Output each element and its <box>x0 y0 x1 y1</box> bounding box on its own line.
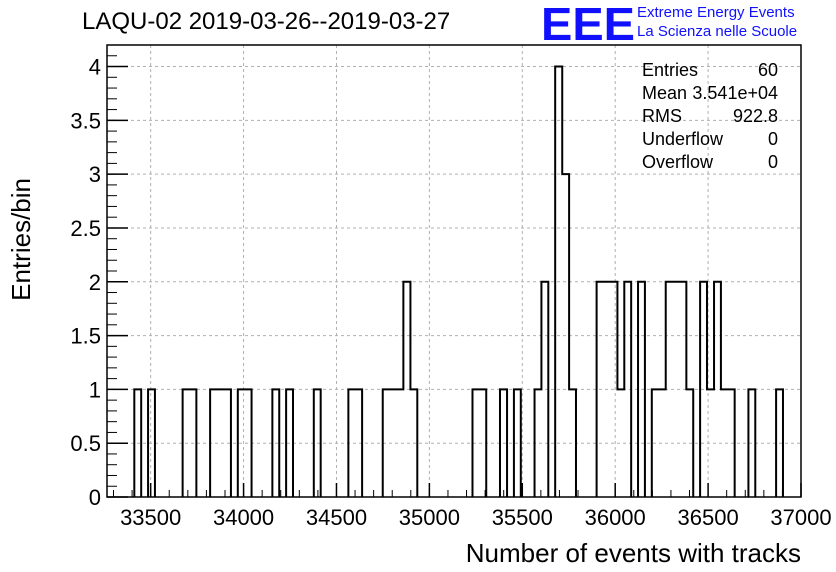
y-tick-label: 4 <box>89 55 101 80</box>
histogram-bin <box>500 389 507 497</box>
stat-underflow-value: 0 <box>767 129 778 149</box>
x-axis-label: Number of events with tracks <box>466 538 801 568</box>
histogram-bin <box>569 389 576 497</box>
y-tick-label: 0 <box>89 485 101 510</box>
histogram-bin <box>686 389 693 497</box>
stat-mean: Mean 3.541e+04 <box>642 83 778 106</box>
x-tick-label: 37000 <box>770 505 831 530</box>
histogram-bin <box>314 389 321 497</box>
stat-underflow: Underflow 0 <box>642 129 778 152</box>
histogram-bin <box>700 282 707 497</box>
histogram-bin <box>410 389 417 497</box>
histogram-bin <box>472 389 486 497</box>
y-tick-label: 1 <box>89 377 101 402</box>
chart-title: LAQU-02 2019-03-26--2019-03-27 <box>82 8 451 35</box>
stat-mean-value: 3.541e+04 <box>692 83 778 103</box>
histogram-bin <box>348 389 362 497</box>
x-tick-label: 36000 <box>585 505 646 530</box>
histogram-bin <box>721 389 735 497</box>
stat-overflow-label: Overflow <box>642 152 714 172</box>
histogram-bin <box>183 389 197 497</box>
y-tick-label: 1.5 <box>70 324 101 349</box>
logo-line-1: Extreme Energy Events <box>637 4 795 21</box>
y-tick-label: 2.5 <box>70 216 101 241</box>
histogram-bin <box>134 389 141 497</box>
stat-mean-label: Mean <box>642 83 688 103</box>
stat-overflow: Overflow 0 <box>642 152 778 175</box>
histogram-bin <box>638 282 645 497</box>
y-tick-label: 2 <box>89 270 101 295</box>
histogram-bin <box>776 389 783 497</box>
eee-logo: EEE <box>541 0 635 44</box>
stat-entries-value: 60 <box>757 60 778 80</box>
stat-underflow-label: Underflow <box>642 129 724 149</box>
stat-overflow-value: 0 <box>767 152 778 172</box>
stat-rms-label: RMS <box>642 106 682 126</box>
histogram-bin <box>624 282 631 497</box>
stat-rms: RMS 922.8 <box>642 106 778 129</box>
histogram-bin <box>666 282 687 497</box>
x-tick-label: 34000 <box>213 505 274 530</box>
histogram-bin <box>535 389 542 497</box>
histogram-bin <box>286 389 293 497</box>
histogram-bin <box>748 389 755 497</box>
histogram-bin <box>383 389 404 497</box>
y-tick-label: 0.5 <box>70 431 101 456</box>
histogram-bin <box>617 389 624 497</box>
y-tick-label: 3 <box>89 162 101 187</box>
histogram-outline <box>133 65 784 497</box>
histogram-bin <box>562 174 569 497</box>
logo-line-2: La Scienza nelle Scuole <box>637 23 798 40</box>
histogram-bin <box>707 389 714 497</box>
histogram-bin <box>148 389 155 497</box>
x-tick-label: 35000 <box>399 505 460 530</box>
y-axis-label: Entries/bin <box>6 178 36 301</box>
stats-box: Entries 60 Mean 3.541e+04 RMS 922.8 Unde… <box>642 60 778 175</box>
eee-logo-text: EEE <box>541 0 635 44</box>
histogram-bin <box>714 282 721 497</box>
histogram-bin <box>403 282 410 497</box>
histogram-bin <box>555 67 562 497</box>
histogram-bin <box>210 389 231 497</box>
logo-caption: Extreme Energy Events La Scienza nelle S… <box>637 3 797 41</box>
histogram-bin <box>652 389 666 497</box>
x-tick-label: 33500 <box>120 505 181 530</box>
x-tick-label: 35500 <box>492 505 553 530</box>
stat-entries-label: Entries <box>642 60 699 80</box>
y-tick-label: 3.5 <box>70 108 101 133</box>
stat-entries: Entries 60 <box>642 60 778 83</box>
histogram-bin <box>238 389 252 497</box>
axis-ticks: 33500 34000 34500 35000 35500 36000 36500 37000… <box>70 44 832 530</box>
histogram-bin <box>514 389 521 497</box>
x-tick-label: 36500 <box>678 505 739 530</box>
x-tick-label: 34500 <box>306 505 367 530</box>
stat-rms-value: 922.8 <box>732 106 778 126</box>
histogram-bin <box>272 389 279 497</box>
histogram-bin <box>597 282 618 497</box>
histogram-bin <box>541 282 548 497</box>
